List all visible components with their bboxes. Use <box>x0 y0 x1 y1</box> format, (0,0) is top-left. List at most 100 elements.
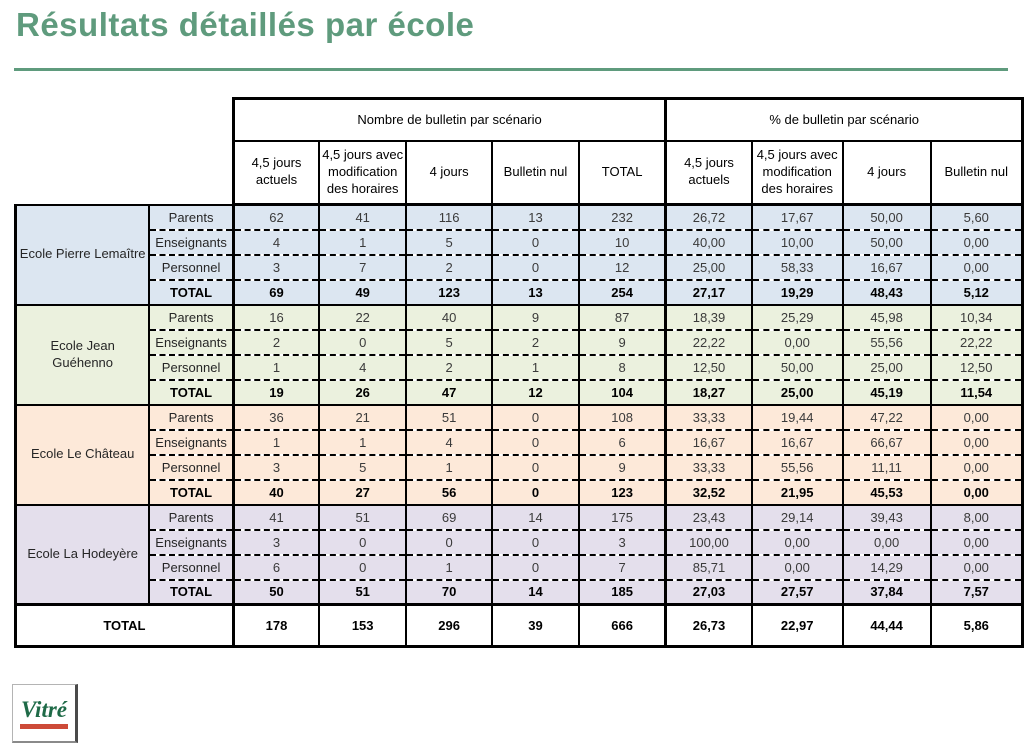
value-cell: 8,00 <box>929 503 1024 530</box>
school-name: Ecole Pierre Lemaître <box>14 203 151 305</box>
value-cell: 51 <box>318 503 408 530</box>
value-cell: 17,67 <box>750 203 844 230</box>
value-cell: 23,43 <box>664 503 753 530</box>
table-row: Ecole Le Château Parents 36 21 51 0 108 33,33 19… <box>14 403 1024 505</box>
value-cell: 6 <box>231 553 321 580</box>
column-header: Bulletin nul <box>929 139 1024 206</box>
value-cell: 18,27 <box>664 378 753 405</box>
value-cell: 4 <box>405 428 494 455</box>
row-label: Personnel <box>148 553 235 580</box>
value-cell: 666 <box>577 603 667 648</box>
value-cell: 4 <box>231 228 321 255</box>
column-header-row: 4,5 jours actuels 4,5 jours avec modifica… <box>15 139 1024 206</box>
row-label: Parents <box>148 303 235 330</box>
value-cell: 16 <box>231 303 321 330</box>
value-cell: 26 <box>318 378 408 405</box>
table-row: TOTAL 19 26 47 12 104 18,27 25,00 45,19 11,54 <box>16 378 1024 405</box>
row-label: Parents <box>148 503 235 530</box>
value-cell: 1 <box>318 228 408 255</box>
value-cell: 56 <box>405 478 494 505</box>
title-underline <box>14 68 1008 71</box>
value-cell: 2 <box>491 328 580 355</box>
table-row: Ecole Jean Guéhenno Parents 16 22 40 9 87 18,39… <box>14 303 1024 405</box>
value-cell: 41 <box>231 503 321 530</box>
value-cell: 232 <box>577 203 667 230</box>
value-cell: 123 <box>405 278 494 305</box>
value-cell: 0 <box>491 478 580 505</box>
value-cell: 3 <box>231 528 321 555</box>
header-blank-cell <box>15 140 234 205</box>
value-cell: 70 <box>405 578 494 605</box>
value-cell: 10,34 <box>929 303 1024 330</box>
value-cell: 12,50 <box>929 353 1024 380</box>
value-cell: 0,00 <box>750 528 844 555</box>
value-cell: 5 <box>318 453 408 480</box>
value-cell: 0 <box>405 528 494 555</box>
value-cell: 66,67 <box>841 428 932 455</box>
header-blank-cell <box>15 98 234 141</box>
table-row: Ecole Pierre Lemaître Parents 62 41 116 13 232… <box>14 203 1024 305</box>
table-row: TOTAL 50 51 70 14 185 27,03 27,57 37,84 7,57 <box>16 578 1024 605</box>
value-cell: 16,67 <box>841 253 932 280</box>
group-header-row: Nombre de bulletin par scénario % de bul… <box>15 97 1024 142</box>
value-cell: 14 <box>491 578 580 605</box>
value-cell: 47 <box>405 378 494 405</box>
value-cell: 0 <box>318 528 408 555</box>
column-header: Bulletin nul <box>491 139 580 206</box>
value-cell: 7,57 <box>929 578 1024 605</box>
value-cell: 33,33 <box>664 403 753 430</box>
value-cell: 3 <box>231 253 321 280</box>
value-cell: 16,67 <box>664 428 753 455</box>
value-cell: 19,29 <box>750 278 844 305</box>
table-row: TOTAL 40 27 56 0 123 32,52 21,95 45,53 0,00 <box>16 478 1024 505</box>
value-cell: 27,57 <box>750 578 844 605</box>
value-cell: 185 <box>577 578 667 605</box>
value-cell: 5,60 <box>929 203 1024 230</box>
results-table: Nombre de bulletin par scénario % de bul… <box>14 97 1024 648</box>
value-cell: 39 <box>491 603 580 648</box>
value-cell: 2 <box>405 353 494 380</box>
value-cell: 2 <box>231 328 321 355</box>
value-cell: 21,95 <box>750 478 844 505</box>
value-cell: 45,98 <box>841 303 932 330</box>
value-cell: 0,00 <box>929 403 1024 430</box>
value-cell: 51 <box>405 403 494 430</box>
value-cell: 10 <box>577 228 667 255</box>
group-header-percent: % de bulletin par scénario <box>664 97 1024 142</box>
value-cell: 0,00 <box>929 428 1024 455</box>
value-cell: 296 <box>405 603 494 648</box>
row-label: Personnel <box>148 353 235 380</box>
row-label: TOTAL <box>148 478 235 505</box>
table-row: Personnel 3 7 2 0 12 25,00 58,33 16,67 0,00 <box>16 253 1024 280</box>
table-row: Enseignants 2 0 5 2 9 22,22 0,00 55,56 22,22 <box>16 328 1024 355</box>
value-cell: 25,00 <box>664 253 753 280</box>
value-cell: 36 <box>231 403 321 430</box>
value-cell: 13 <box>491 203 580 230</box>
row-label: Personnel <box>148 453 235 480</box>
value-cell: 5,86 <box>929 603 1024 648</box>
value-cell: 0 <box>318 553 408 580</box>
value-cell: 40,00 <box>664 228 753 255</box>
value-cell: 5 <box>405 328 494 355</box>
value-cell: 50,00 <box>841 228 932 255</box>
value-cell: 19 <box>231 378 321 405</box>
table-row: Ecole La Hodeyère Parents 41 51 69 14 175 23,43… <box>14 503 1024 605</box>
value-cell: 9 <box>491 303 580 330</box>
school-name: Ecole Le Château <box>14 403 151 505</box>
value-cell: 22,22 <box>929 328 1024 355</box>
value-cell: 50,00 <box>750 353 844 380</box>
value-cell: 2 <box>405 253 494 280</box>
value-cell: 0,00 <box>929 478 1024 505</box>
value-cell: 1 <box>491 353 580 380</box>
row-label: Enseignants <box>148 228 235 255</box>
row-label: Enseignants <box>148 528 235 555</box>
value-cell: 48,43 <box>841 278 932 305</box>
value-cell: 45,19 <box>841 378 932 405</box>
school-name: Ecole Jean Guéhenno <box>14 303 151 405</box>
value-cell: 175 <box>577 503 667 530</box>
value-cell: 10,00 <box>750 228 844 255</box>
value-cell: 0,00 <box>929 228 1024 255</box>
value-cell: 0 <box>491 403 580 430</box>
table-row: Personnel 3 5 1 0 9 33,33 55,56 11,11 0,00 <box>16 453 1024 480</box>
